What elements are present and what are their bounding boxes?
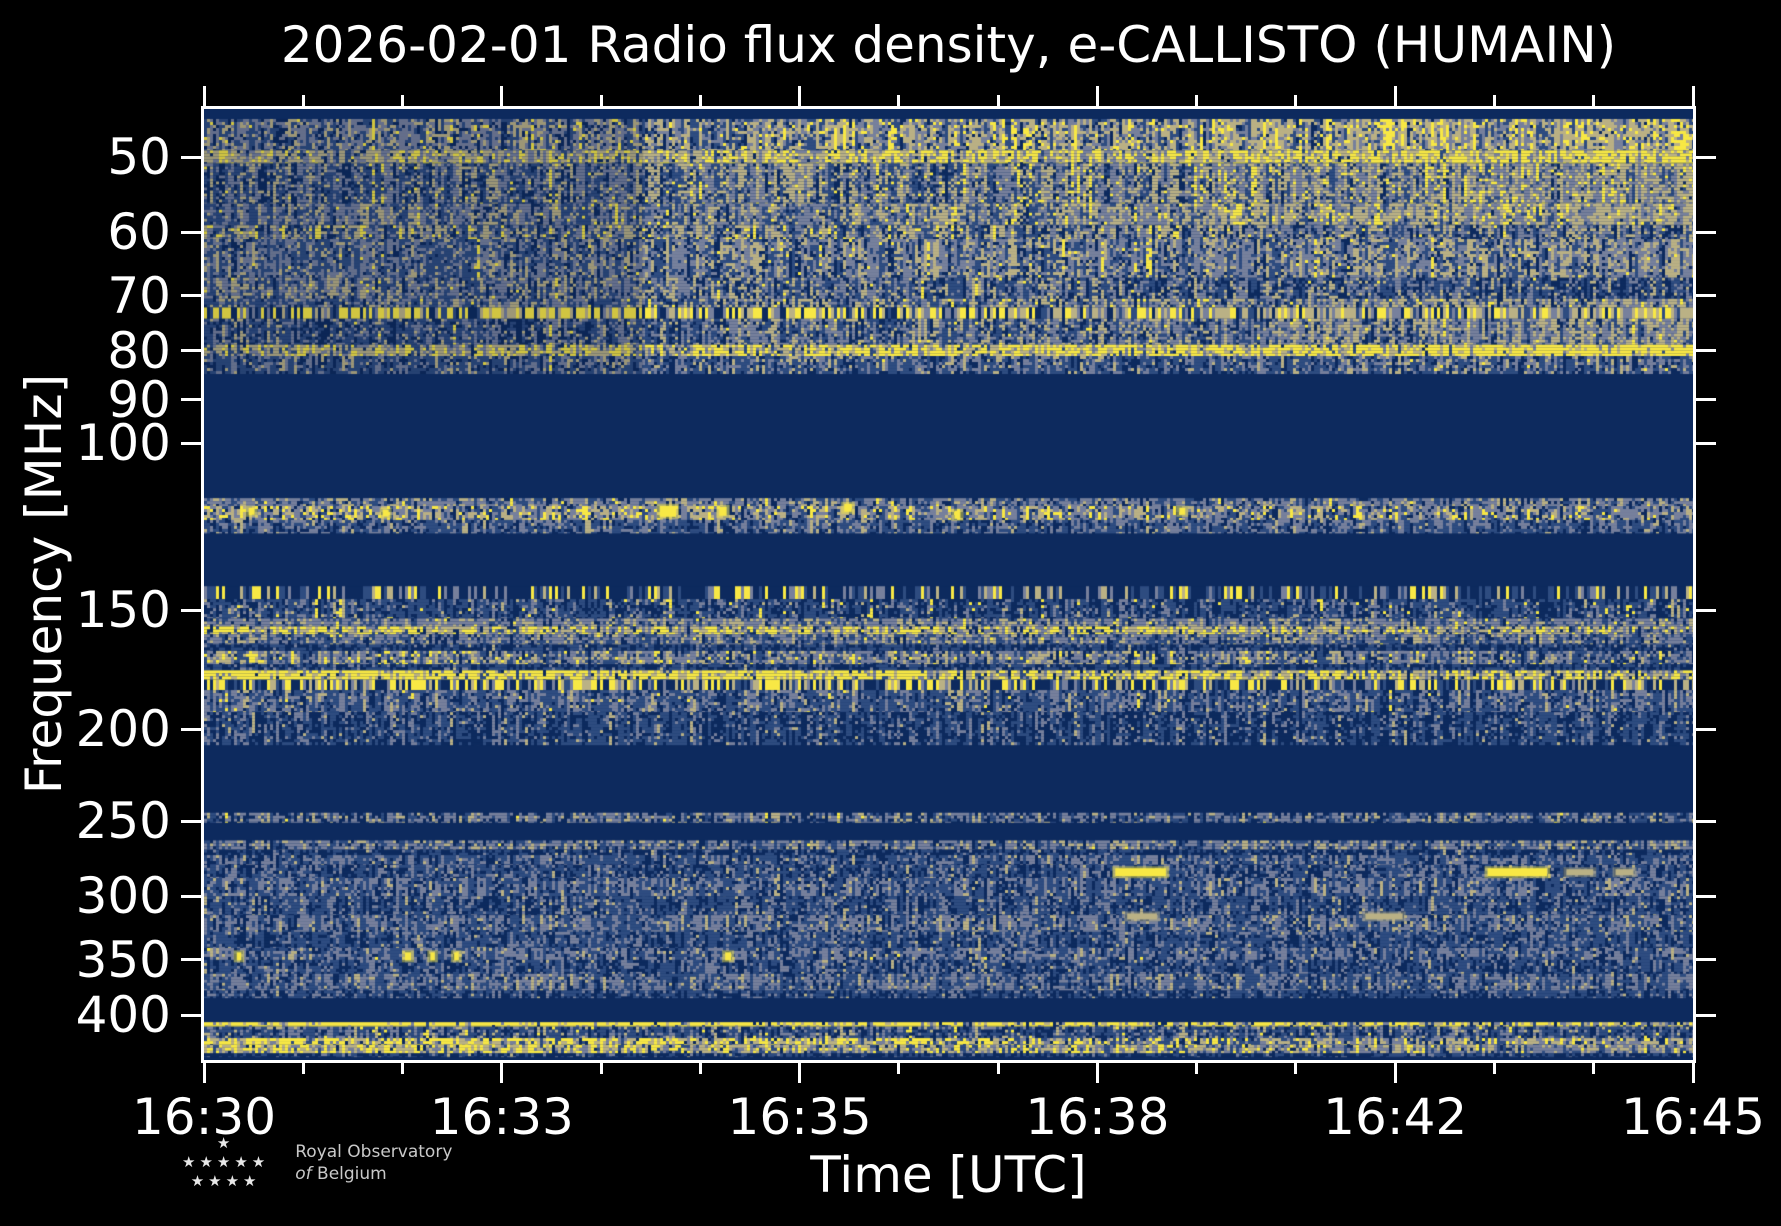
x-tick xyxy=(401,95,405,106)
spectrogram-canvas xyxy=(204,109,1693,1060)
y-tick xyxy=(1696,958,1716,962)
x-tick xyxy=(1393,86,1397,106)
y-tick-label: 300 xyxy=(75,867,171,926)
logo-text-of: of xyxy=(295,1163,312,1184)
x-tick xyxy=(1095,86,1099,106)
x-tick xyxy=(1195,1063,1199,1074)
logo-text-belgium: Belgium xyxy=(317,1163,387,1184)
y-tick xyxy=(1696,398,1716,402)
y-tick-label: 150 xyxy=(75,581,171,640)
plot-frame xyxy=(201,106,1696,1063)
y-tick xyxy=(1696,155,1716,159)
x-tick xyxy=(202,1063,206,1083)
x-tick xyxy=(599,1063,603,1074)
x-tick xyxy=(698,1063,702,1074)
x-tick xyxy=(500,86,504,106)
y-tick-label: 350 xyxy=(75,930,171,989)
x-tick xyxy=(1691,1063,1695,1083)
x-tick xyxy=(798,1063,802,1083)
x-tick-label: 16:45 xyxy=(1620,1088,1766,1146)
y-tick xyxy=(1696,819,1716,823)
y-tick-label: 50 xyxy=(107,128,171,186)
y-tick xyxy=(1696,608,1716,612)
y-tick xyxy=(181,230,201,234)
stars-row-bottom: ★★★★ xyxy=(190,1172,261,1190)
x-tick xyxy=(301,1063,305,1074)
y-tick-label: 70 xyxy=(107,266,171,325)
y-tick xyxy=(181,349,201,353)
x-tick xyxy=(996,95,1000,106)
x-tick xyxy=(301,95,305,106)
y-tick xyxy=(181,958,201,962)
x-tick xyxy=(500,1063,504,1083)
y-tick-label: 200 xyxy=(75,700,171,758)
y-tick xyxy=(181,398,201,402)
y-tick xyxy=(1696,349,1716,353)
x-tick-label: 16:30 xyxy=(131,1088,277,1146)
y-tick xyxy=(1696,294,1716,298)
x-tick xyxy=(1492,95,1496,106)
y-tick xyxy=(181,819,201,823)
x-tick xyxy=(798,86,802,106)
x-tick xyxy=(1592,95,1596,106)
x-tick xyxy=(1592,1063,1596,1074)
y-tick xyxy=(1696,441,1716,445)
x-axis-label: Time [UTC] xyxy=(810,1146,1087,1204)
logo-text-line1: Royal Observatory xyxy=(295,1141,453,1162)
y-tick xyxy=(1696,1013,1716,1017)
y-tick-label: 100 xyxy=(75,414,171,472)
x-tick-label: 16:33 xyxy=(429,1088,574,1146)
y-tick-label: 90 xyxy=(107,370,171,429)
x-tick xyxy=(897,1063,901,1074)
x-tick xyxy=(401,1063,405,1074)
x-tick xyxy=(996,1063,1000,1074)
y-tick xyxy=(181,1013,201,1017)
logo-text-line2: of Belgium xyxy=(295,1163,452,1185)
x-tick xyxy=(897,95,901,106)
x-tick xyxy=(1294,95,1298,106)
stars-icon: ★ ★★★★★ ★★★★ xyxy=(182,1134,269,1191)
x-tick xyxy=(1492,1063,1496,1074)
y-tick xyxy=(181,441,201,445)
x-tick xyxy=(698,95,702,106)
y-tick-label: 250 xyxy=(75,792,171,851)
stars-row-middle: ★★★★★ xyxy=(182,1153,270,1171)
x-tick xyxy=(202,86,206,106)
chart-title: 2026-02-01 Radio flux density, e-CALLIST… xyxy=(280,16,1617,74)
x-tick xyxy=(1195,95,1199,106)
y-tick xyxy=(181,608,201,612)
x-tick xyxy=(599,95,603,106)
y-tick-label: 400 xyxy=(75,986,171,1044)
y-tick-label: 60 xyxy=(107,203,171,262)
y-tick xyxy=(1696,230,1716,234)
y-tick xyxy=(181,727,201,731)
x-tick-label: 16:38 xyxy=(1025,1088,1170,1146)
y-tick xyxy=(181,294,201,298)
observatory-logo: ★ ★★★★★ ★★★★ Royal Observatory of Belgiu… xyxy=(182,1134,452,1191)
x-tick xyxy=(1095,1063,1099,1083)
y-tick xyxy=(1696,894,1716,898)
y-tick-label: 80 xyxy=(107,321,171,380)
y-tick xyxy=(181,894,201,898)
y-tick xyxy=(1696,727,1716,731)
x-tick-label: 16:42 xyxy=(1323,1088,1468,1146)
logo-text: Royal Observatory of Belgium xyxy=(295,1141,452,1185)
x-tick xyxy=(1393,1063,1397,1083)
stars-row-top: ★ xyxy=(216,1134,235,1152)
x-tick-label: 16:35 xyxy=(727,1088,872,1146)
x-tick xyxy=(1294,1063,1298,1074)
x-tick xyxy=(1691,86,1695,106)
y-tick xyxy=(181,155,201,159)
